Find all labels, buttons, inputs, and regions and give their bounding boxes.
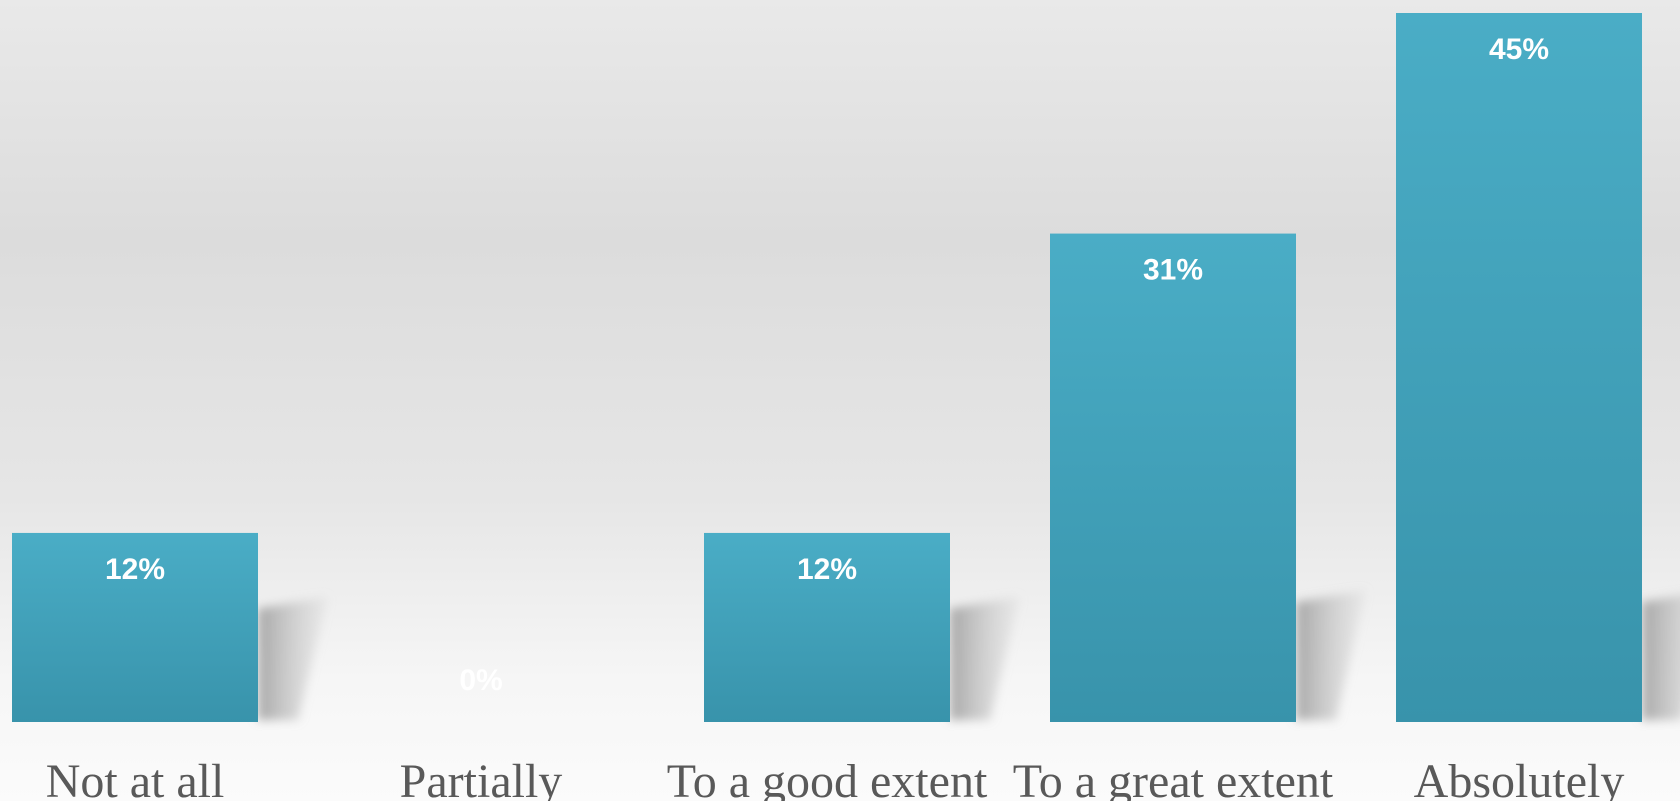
category-labels: Not at all Partially To a good extent To a … [46,755,1625,801]
category-label: Not at all [46,755,225,801]
data-label: 12% [105,553,165,586]
category-label: Partially [400,755,563,801]
bar-shadow [950,596,1020,720]
bar-to-a-good-extent [704,532,950,722]
bar-absolutely [1396,13,1642,722]
data-label: 12% [797,553,857,586]
data-label: 0% [459,664,502,697]
bar-to-a-great-extent [1050,233,1296,723]
category-label: Absolutely [1414,755,1625,801]
bar-shadow [1642,595,1680,720]
category-label: To a good extent [667,755,988,801]
category-label: To a great extent [1013,755,1334,801]
data-label: 45% [1489,33,1549,66]
bar-shadow [258,596,328,720]
bar-not-at-all [12,532,258,722]
bars [12,13,1642,723]
data-label: 31% [1143,254,1203,287]
bar-shadow [1296,590,1366,720]
bar-shadows [258,590,1680,720]
data-labels: 12% 0% 12% 31% 45% [105,33,1549,697]
